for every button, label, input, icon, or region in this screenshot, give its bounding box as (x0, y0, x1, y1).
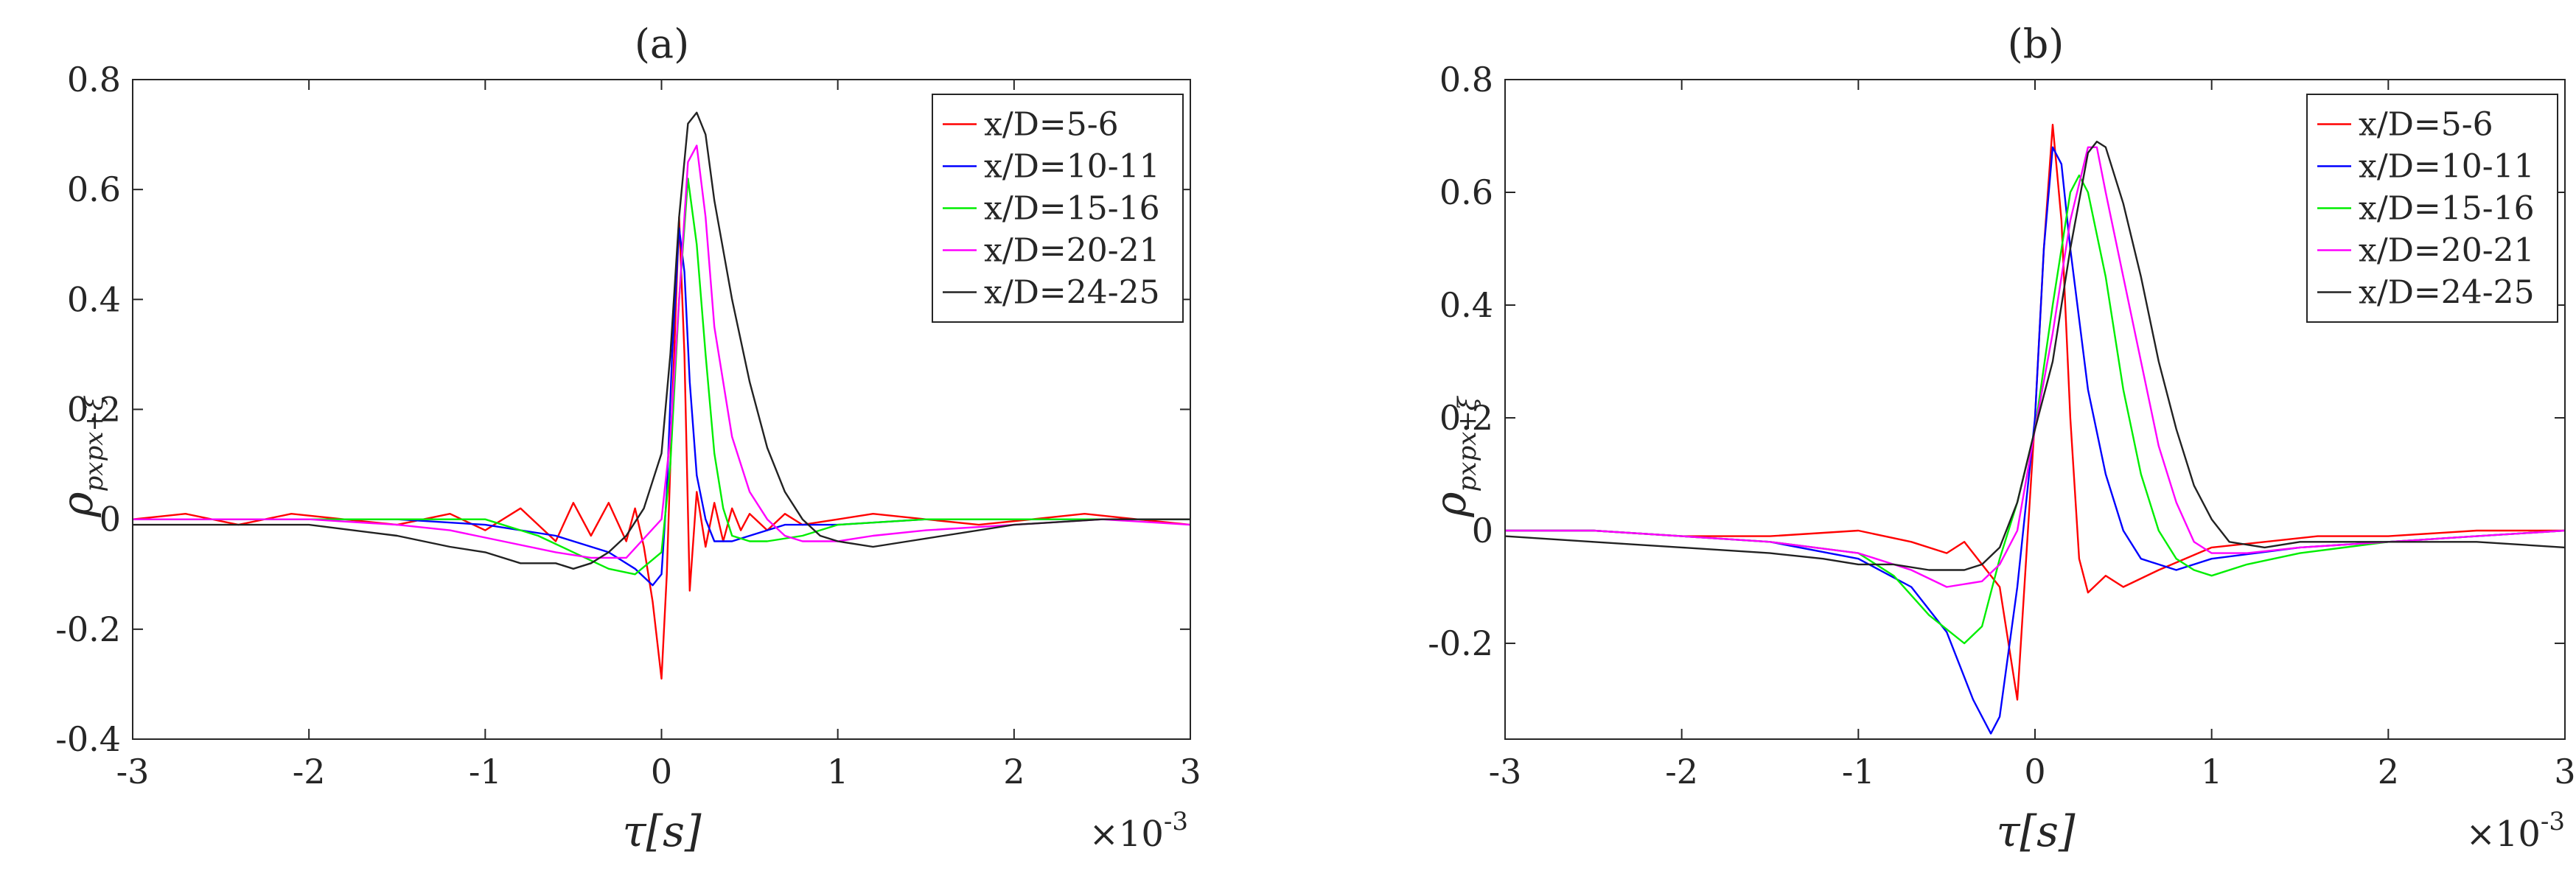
panel-a-legend-label: x/D=24-25 (984, 274, 1160, 312)
panel-b-legend: x/D=5-6 x/D=10-11 x/D=15-16 x/D=20-21 x/D=24… (2306, 94, 2558, 323)
panel-b-y-tick-label: 0.2 (1439, 398, 1493, 438)
panel-b-series-line-1 (1505, 123, 2565, 701)
panel-b-exp-power: -3 (2541, 807, 2565, 836)
panel-b-title: (b) (2008, 21, 2064, 67)
panel-a-x-tick-label: 2 (1003, 752, 1025, 791)
panel-a-y-tick-label: 0 (100, 500, 121, 539)
panel-a-x-tick-label: 0 (651, 752, 672, 791)
panel-a-x-tick-label: 3 (1179, 752, 1201, 791)
panel-a-x-scale-factor: ×10-3 (1089, 807, 1188, 855)
panel-b-legend-label: x/D=5-6 (2359, 106, 2493, 144)
panel-b-y-tick-label: 0.4 (1439, 285, 1493, 325)
panel-a-x-tick-label: -1 (469, 752, 502, 791)
panel-a-x-tick-label: -2 (293, 752, 326, 791)
panel-b-y-axis-label-subscript: pxpx+ξ (1453, 395, 1482, 492)
panel-b-x-tick-label: 0 (2024, 752, 2045, 791)
panel-a-y-tick-label: -0.2 (55, 609, 121, 649)
panel-b-x-ticks: -3 -2 -1 0 1 2 3 (1489, 80, 2576, 791)
panel-a-legend-label: x/D=5-6 (984, 106, 1119, 144)
panel-b-exp-base: ×10 (2466, 814, 2541, 855)
panel-a-series-line-4 (133, 144, 1191, 559)
panel-b-legend-label: x/D=10-11 (2359, 148, 2535, 186)
panel-a-y-axis-label-subscript: pxpx+ξ (80, 395, 109, 492)
panel-b-y-tick-label: -0.2 (1428, 623, 1493, 663)
panel-b-x-tick-label: -2 (1665, 752, 1698, 791)
panel-a-title: (a) (635, 21, 689, 67)
panel-a-legend-label: x/D=10-11 (984, 148, 1160, 186)
panel-b-x-tick-label: -3 (1489, 752, 1522, 791)
panel-a-series-line-5 (133, 111, 1190, 570)
panel-a: (a) -0.4 -0.2 0 0.2 0.4 0.6 0.8 -3 -2 -1 0 1 2 3 τ[s… (52, 21, 1201, 856)
panel-b-series-line-5 (1504, 140, 2566, 571)
panel-b: (b) -0.2 0 0.2 0.4 0.6 0.8 -3 -2 -1 0 1 2 3 τ[s] ρp… (1425, 21, 2576, 856)
panel-a-legend-label: x/D=20-21 (984, 232, 1160, 270)
panel-a-legend-label: x/D=15-16 (984, 190, 1160, 228)
panel-b-y-tick-label: 0.6 (1439, 172, 1493, 212)
panel-b-axes-frame (1504, 79, 2566, 740)
panel-a-y-axis-label-symbol: ρ (52, 492, 102, 517)
panel-a-y-tick-label: 0.2 (67, 390, 121, 430)
panel-b-y-tick-label: 0.8 (1439, 60, 1493, 99)
panel-a-y-ticks: -0.4 -0.2 0 0.2 0.4 0.6 0.8 (55, 60, 1190, 759)
panel-a-exp-power: -3 (1164, 807, 1188, 836)
panel-b-x-tick-label: 2 (2378, 752, 2399, 791)
panel-a-y-tick-label: 0.4 (67, 279, 121, 319)
panel-b-y-axis-label: ρpxpx+ξ (1425, 395, 1482, 517)
panel-a-y-axis-label: ρpxpx+ξ (52, 395, 109, 517)
panel-b-x-scale-factor: ×10-3 (2466, 807, 2565, 855)
panel-a-series (132, 111, 1191, 680)
panel-b-series (1504, 123, 2566, 735)
panel-b-x-tick-label: 3 (2554, 752, 2575, 791)
panel-b-y-axis-label-symbol: ρ (1425, 492, 1476, 517)
panel-b-legend-label: x/D=20-21 (2359, 232, 2535, 270)
panel-a-y-tick-label: -0.4 (55, 719, 121, 759)
panel-a-x-ticks: -3 -2 -1 0 1 2 3 (116, 80, 1201, 791)
panel-a-exp-base: ×10 (1089, 814, 1164, 855)
panel-b-legend-label: x/D=15-16 (2359, 190, 2535, 228)
panel-a-x-tick-label: 1 (827, 752, 848, 791)
panel-a-x-axis-label: τ[s] (622, 806, 701, 856)
panel-b-y-tick-label: 0 (1472, 511, 1493, 550)
panel-a-series-line-3 (133, 178, 1190, 576)
panel-b-x-tick-label: -1 (1842, 752, 1875, 791)
panel-b-legend-label: x/D=24-25 (2359, 274, 2535, 312)
panel-a-y-tick-label: 0.8 (67, 60, 121, 99)
panel-b-x-tick-label: 1 (2201, 752, 2222, 791)
panel-b-x-axis-label: τ[s] (1996, 806, 2075, 856)
panel-b-series-line-4 (1505, 146, 2566, 588)
panel-a-x-tick-label: -3 (116, 752, 150, 791)
panel-a-axes-frame (132, 79, 1191, 740)
panel-b-series-line-2 (1505, 146, 2566, 735)
panel-a-y-tick-label: 0.6 (67, 169, 121, 209)
panel-a-legend: x/D=5-6 x/D=10-11 x/D=15-16 x/D=20-21 x/D=24… (932, 94, 1184, 323)
